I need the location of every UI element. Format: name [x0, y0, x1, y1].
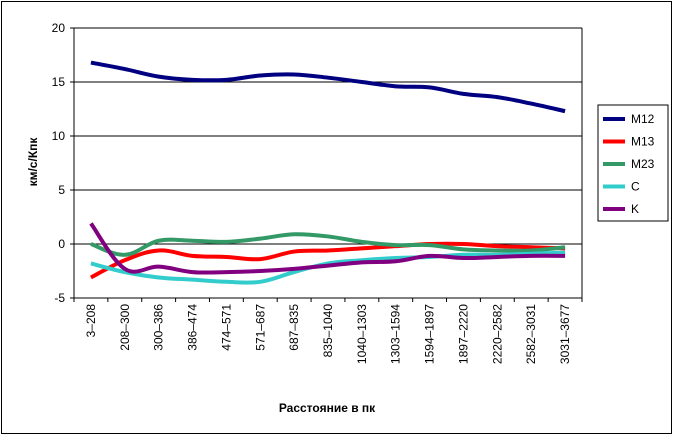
y-axis-title: км/с/Кпк: [26, 137, 40, 187]
y-tick-labels: -5 0 5 10 15 20: [52, 21, 66, 305]
series-line-k: [89, 222, 566, 275]
series-line-m12: [90, 60, 566, 114]
x-tick-labels: 3–208 208–300 300–386 386–474 474–571 571–687…: [84, 304, 572, 364]
x-tick-label: 208–300: [118, 304, 132, 351]
grid-lines: [70, 27, 583, 302]
legend: M12 M13 M23 CK: [597, 104, 669, 222]
legend-label: M12: [631, 112, 655, 126]
y-tick-label: -5: [54, 291, 65, 305]
y-tick-label: 5: [58, 183, 65, 197]
x-axis-title: Расстояние в пк: [279, 401, 376, 415]
legend-label: K: [631, 202, 639, 216]
y-tick-label: 20: [52, 21, 66, 35]
x-tick-label: 3–208: [84, 304, 98, 338]
x-tick-label: 474–571: [219, 304, 233, 351]
series-line-m13: [90, 241, 566, 280]
legend-label: M23: [631, 157, 655, 171]
x-tick-label: 835–1040: [321, 304, 335, 358]
x-tick-label: 1303–1594: [389, 304, 403, 364]
legend-label: C: [631, 180, 640, 194]
x-tick-label: 1897–2220: [456, 304, 470, 364]
x-tick-label: 1594–1897: [423, 304, 437, 364]
x-tick-label: 571–687: [253, 304, 267, 351]
x-tick-label: 687–835: [287, 304, 301, 351]
x-tick-label: 300–386: [152, 304, 166, 351]
x-tick-label: 2582–3031: [524, 304, 538, 364]
y-tick-label: 15: [52, 75, 66, 89]
x-tick-label: 386–474: [186, 304, 200, 351]
x-tick-label: 2220–2582: [490, 304, 504, 364]
series-line-c: [90, 250, 566, 285]
series-lines: [89, 60, 566, 285]
series-line-m23: [90, 232, 566, 257]
x-tick-label: 3031–3677: [558, 304, 572, 364]
y-tick-label: 0: [58, 237, 65, 251]
legend-label: M13: [631, 135, 655, 149]
x-tick-label: 1040–1303: [355, 304, 369, 364]
y-tick-label: 10: [52, 129, 66, 143]
